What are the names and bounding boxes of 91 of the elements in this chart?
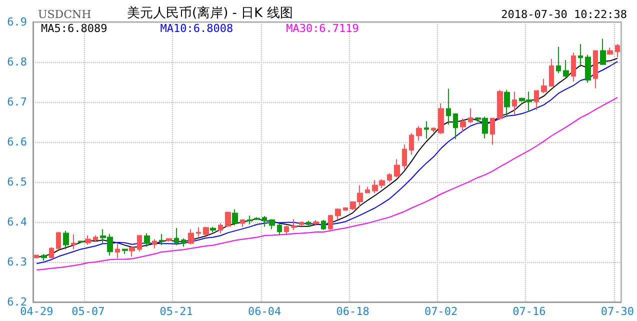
- candlestick: [137, 234, 142, 252]
- candlestick: [93, 234, 98, 242]
- candlestick: [343, 206, 348, 212]
- text: 2018-07-30 10:22:38: [501, 8, 628, 21]
- candlestick: [49, 246, 54, 259]
- candlestick: [291, 218, 297, 230]
- candlestick: [159, 234, 164, 246]
- candlestick: [402, 144, 407, 170]
- candlestick: [115, 242, 120, 259]
- x-tick-label: 05-07: [72, 305, 105, 318]
- candlestick: [490, 118, 495, 146]
- candlestick: [277, 224, 282, 236]
- candlestick: [438, 102, 444, 134]
- candlestick: [181, 238, 186, 248]
- text: MA5:6.8089: [41, 22, 108, 35]
- candlestick: [78, 240, 84, 243]
- candlestick: [497, 90, 503, 120]
- candlestick: [409, 132, 414, 156]
- candlestick: [174, 228, 179, 246]
- candlestick: [188, 228, 194, 245]
- x-tick-label: 07-02: [424, 305, 458, 318]
- candlestick: [534, 90, 539, 110]
- candlestick: [196, 226, 201, 238]
- candlestick: [328, 214, 333, 230]
- candlestick: [284, 225, 289, 236]
- candlestick: [504, 90, 510, 118]
- candlestick: [34, 254, 39, 259]
- candlestick: [578, 44, 583, 68]
- candlestick: [218, 222, 223, 234]
- candlestick: [85, 234, 91, 246]
- candlestick: [556, 46, 561, 74]
- candlestick: [56, 232, 61, 250]
- candlestick: [269, 218, 275, 230]
- x-tick-label: 07-16: [512, 305, 546, 318]
- candlestick: [247, 215, 253, 225]
- candlestick: [152, 238, 157, 249]
- candlestick: [387, 172, 392, 182]
- candlestick: [129, 246, 135, 258]
- candlestick: [63, 230, 69, 250]
- candlestick: [306, 220, 311, 228]
- line-series: [36, 97, 618, 270]
- candlestick: [607, 47, 613, 56]
- y-tick-label: 6.9: [7, 16, 27, 28]
- y-tick-label: 6.6: [7, 136, 27, 148]
- x-tick-label: 05-21: [160, 305, 193, 318]
- candlestick: [460, 118, 466, 132]
- candlestick: [571, 52, 576, 82]
- candlestick: [365, 186, 370, 194]
- candlestick: [225, 211, 231, 228]
- candlestick: [453, 112, 458, 140]
- x-tick-label: 06-18: [336, 305, 370, 318]
- candlestick: [262, 216, 267, 228]
- y-tick-label: 6.4: [7, 216, 28, 228]
- candlestick: [313, 220, 319, 226]
- candlestick: [585, 54, 591, 84]
- candlestick: [299, 221, 304, 226]
- candlestick: [321, 220, 326, 230]
- x-tick-label: 07-30: [600, 305, 634, 318]
- candlestick: [254, 216, 260, 220]
- candlestick: [335, 208, 341, 220]
- candlestick: [203, 226, 209, 236]
- candlestick: [71, 234, 76, 250]
- candlestick: [232, 208, 238, 226]
- chart-title: 美元人民币(离岸) - 日K 线图: [127, 5, 293, 21]
- y-tick-label: 6.8: [7, 56, 27, 68]
- candlestick: [600, 38, 606, 66]
- candlestick: [615, 44, 620, 58]
- candlestick: [593, 50, 598, 89]
- candlestick: [468, 108, 473, 124]
- x-tick-label: 06-04: [248, 305, 282, 318]
- candlestick: [122, 248, 128, 254]
- candlestick: [541, 78, 547, 94]
- candlestick: [512, 91, 517, 116]
- chart-subtitle: USDCNH: [38, 8, 92, 21]
- candlestick: [394, 158, 400, 178]
- candlestick: [446, 88, 451, 126]
- y-tick-label: 6.7: [7, 96, 27, 108]
- candlestick: [416, 126, 422, 142]
- candlestick: [549, 58, 554, 86]
- candlestick: [424, 120, 429, 140]
- candlestick: [563, 60, 569, 78]
- text: MA30:6.7119: [286, 22, 359, 35]
- candlestick: [166, 238, 172, 242]
- candlestick: [41, 254, 47, 262]
- text: MA10:6.8008: [160, 22, 234, 35]
- candlestick: [144, 232, 150, 248]
- candlestick: [210, 226, 216, 233]
- y-tick-label: 6.5: [7, 176, 27, 188]
- candlestick: [240, 218, 245, 228]
- y-tick-label: 6.3: [7, 256, 27, 268]
- candlestick: [431, 126, 436, 133]
